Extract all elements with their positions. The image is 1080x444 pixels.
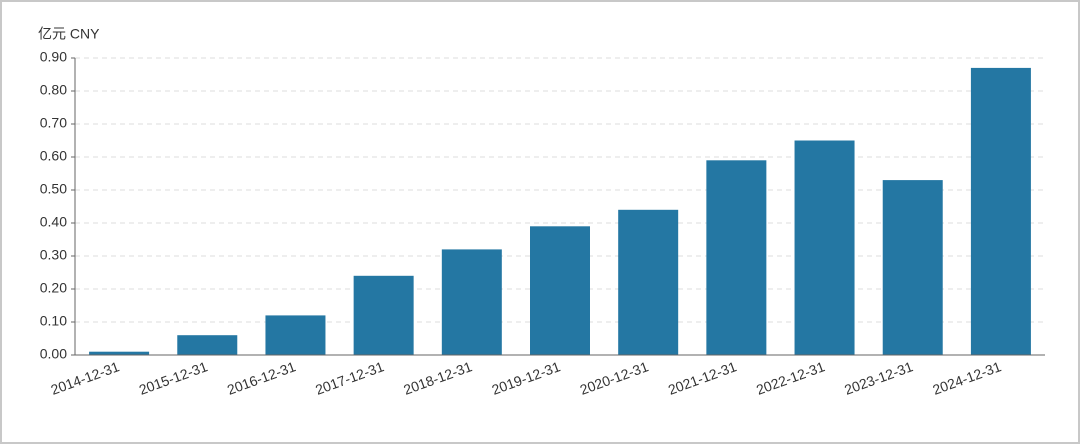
x-tick-label: 2023-12-31 bbox=[842, 358, 915, 398]
y-tick-label: 0.20 bbox=[40, 280, 67, 296]
y-tick-label: 0.80 bbox=[40, 82, 67, 98]
bar bbox=[706, 160, 767, 355]
y-tick-label: 0.30 bbox=[40, 247, 67, 263]
y-axis-label: 亿元 CNY bbox=[38, 26, 100, 42]
y-tick-label: 0.00 bbox=[40, 346, 67, 362]
x-tick-label: 2017-12-31 bbox=[313, 358, 386, 398]
y-tick-label: 0.70 bbox=[40, 115, 67, 131]
x-tick-label: 2015-12-31 bbox=[137, 358, 210, 398]
y-tick-label: 0.90 bbox=[40, 49, 67, 65]
bar bbox=[353, 275, 414, 355]
bar bbox=[794, 140, 855, 355]
x-tick-label: 2014-12-31 bbox=[49, 358, 122, 398]
y-tick-label: 0.10 bbox=[40, 313, 67, 329]
y-tick-label: 0.60 bbox=[40, 148, 67, 164]
x-tick-label: 2016-12-31 bbox=[225, 358, 298, 398]
bar bbox=[530, 226, 590, 355]
bar bbox=[177, 335, 238, 355]
x-tick-label: 2021-12-31 bbox=[666, 358, 739, 398]
bar bbox=[265, 315, 326, 355]
x-tick-label: 2019-12-31 bbox=[490, 358, 563, 398]
x-tick-label: 2024-12-31 bbox=[930, 358, 1003, 398]
bar bbox=[970, 67, 1031, 356]
bar bbox=[618, 209, 679, 355]
bar bbox=[882, 180, 943, 355]
x-tick-label: 2022-12-31 bbox=[754, 358, 827, 398]
y-tick-label: 0.40 bbox=[40, 214, 67, 230]
bar bbox=[89, 351, 150, 355]
x-tick-label: 2018-12-31 bbox=[401, 358, 474, 398]
x-tick-label: 2020-12-31 bbox=[578, 358, 651, 398]
bar bbox=[441, 249, 502, 355]
y-tick-label: 0.50 bbox=[40, 181, 67, 197]
